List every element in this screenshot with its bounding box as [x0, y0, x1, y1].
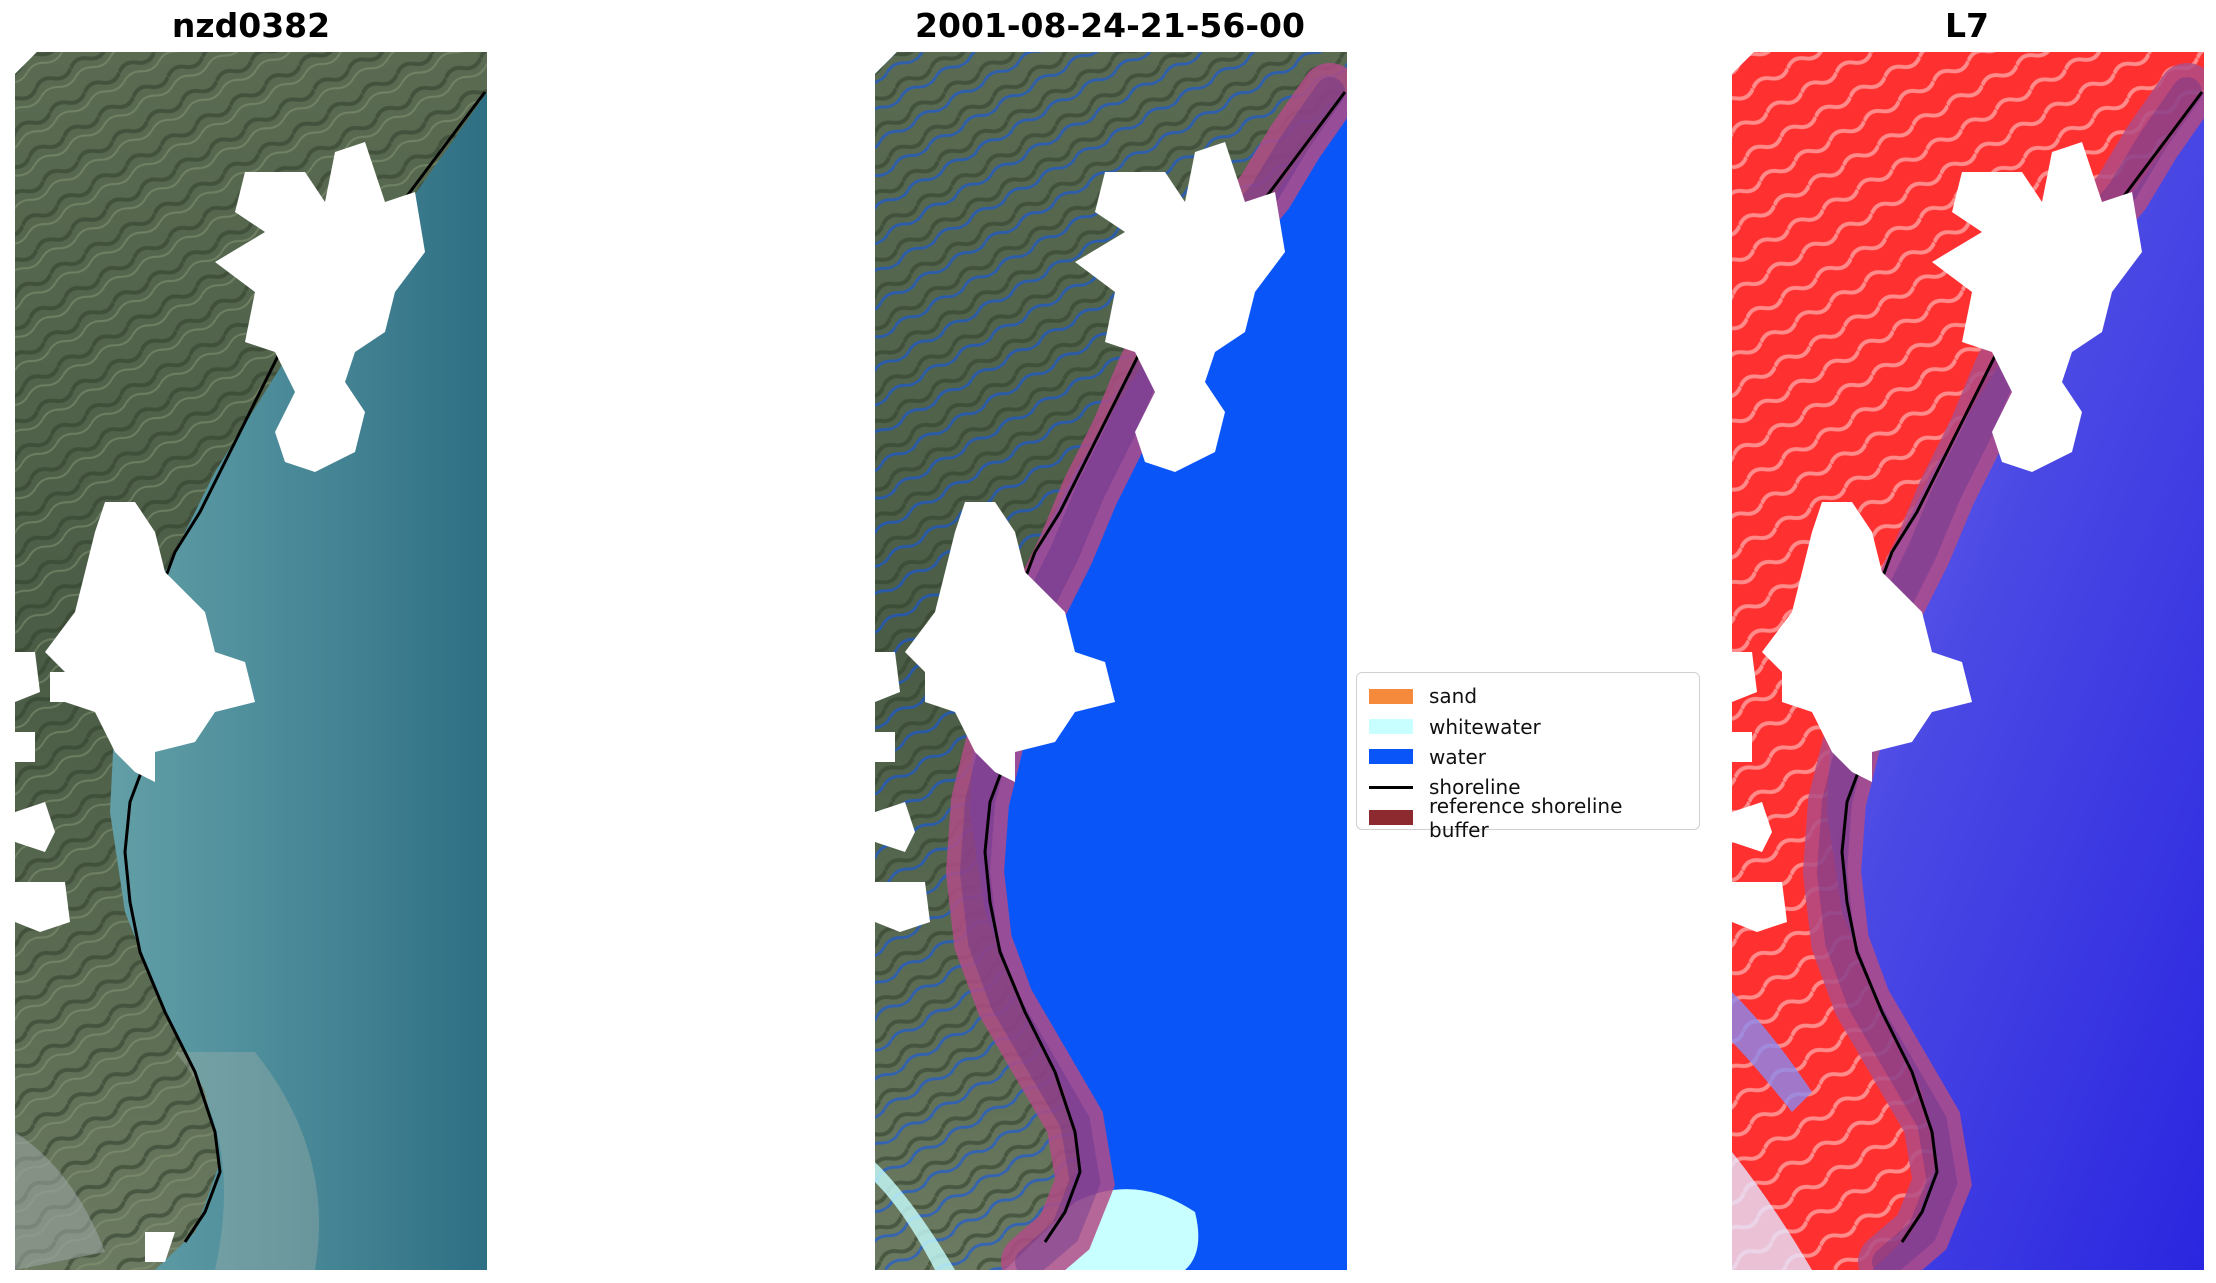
legend-line-shoreline [1369, 785, 1413, 789]
legend-item-water: water [1369, 742, 1687, 772]
legend-label: whitewater [1429, 714, 1541, 739]
panel-title-rgb: nzd0382 [171, 6, 331, 45]
legend-item-shoreline: shoreline [1369, 772, 1687, 802]
legend-label: shoreline [1429, 775, 1521, 800]
legend-item-whitewater: whitewater [1369, 711, 1687, 741]
legend-swatch-water [1369, 749, 1413, 765]
index-image [1732, 52, 2204, 1270]
legend: sand whitewater water shoreline referenc… [1356, 672, 1700, 842]
rgb-satellite-image [15, 52, 487, 1270]
legend-label: water [1429, 744, 1486, 769]
legend-swatch-whitewater [1369, 719, 1413, 735]
legend-item-reference-buffer: reference shoreline buffer [1369, 794, 1687, 842]
legend-label: sand [1429, 684, 1478, 709]
panel-title-classified: 2001-08-24-21-56-00 [915, 6, 1305, 45]
panel-title-index: L7 [1945, 6, 1989, 45]
legend-swatch-reference-buffer [1369, 810, 1413, 826]
legend-label: reference shoreline buffer [1429, 793, 1623, 842]
legend-item-sand: sand [1369, 681, 1687, 711]
legend-swatch-sand [1369, 688, 1413, 704]
classified-image [875, 52, 1347, 1270]
